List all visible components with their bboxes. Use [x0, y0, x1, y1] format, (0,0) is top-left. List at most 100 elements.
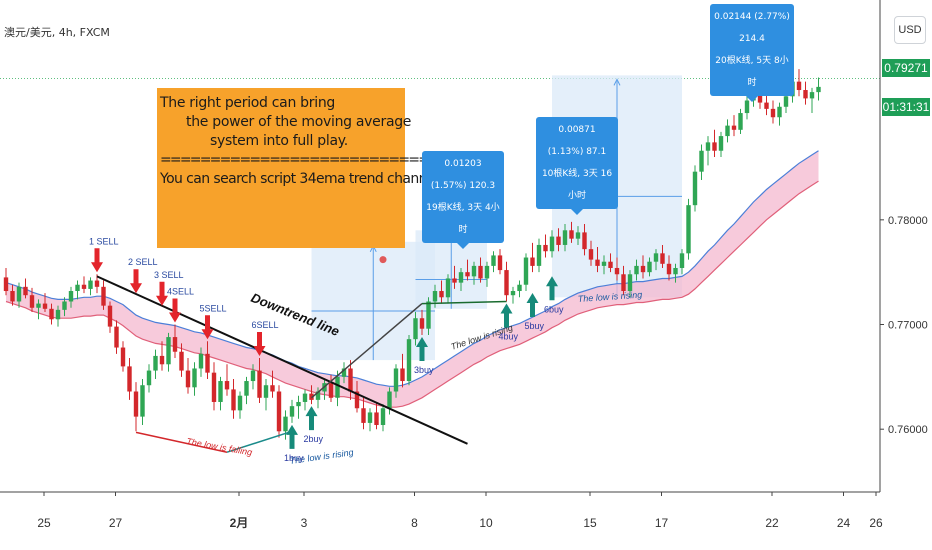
buy-label: 5buy [525, 321, 545, 331]
candle-body [250, 370, 256, 382]
candle-body [595, 259, 600, 266]
measure-change: 0.01203 (1.57%) 120.3 [430, 159, 496, 191]
ema-lower-line [5, 180, 819, 408]
downtrend-line [96, 275, 468, 445]
candle-body [510, 291, 516, 296]
candle-body [614, 267, 620, 275]
candle-body [738, 113, 743, 130]
candle-body [172, 337, 178, 352]
ema-upper-line [5, 150, 819, 387]
candle-body [543, 244, 548, 252]
candle-body [406, 339, 412, 382]
buy-label: 6buy [544, 304, 564, 314]
candle-body [660, 253, 665, 264]
candle-body [582, 232, 587, 250]
x-tick-label: 15 [583, 516, 597, 530]
candle-body [712, 142, 717, 151]
candle-body [536, 244, 542, 266]
measure-box: 0.00871 (1.13%) 87.1 10根K线, 3天 16小时 [536, 117, 618, 215]
candle-body [114, 326, 119, 348]
candle-body [458, 272, 464, 283]
candle-body [29, 295, 35, 308]
y-tick-label: 0.77000 [888, 320, 928, 332]
buy-label: 4buy [499, 331, 519, 341]
candle-body [140, 385, 145, 417]
candle-body [770, 108, 776, 118]
candle-body [367, 412, 373, 423]
candle-body [426, 301, 431, 329]
candle-body [101, 286, 106, 306]
y-tick-label: 0.76000 [888, 424, 928, 436]
price-axis-bg [880, 0, 932, 550]
candle-body [497, 255, 503, 271]
candle-body [289, 406, 295, 417]
candle-body [803, 90, 808, 99]
last-price-tag: 0.79271 [882, 59, 930, 77]
candle-body [517, 284, 522, 292]
low-falling-label: The low is falling [186, 436, 253, 457]
candle-body [341, 368, 347, 377]
x-tick-label: 22 [765, 516, 779, 530]
sell-arrow [201, 315, 214, 340]
buy-label: 2buy [304, 434, 324, 444]
candle-body [413, 318, 418, 340]
candle-body [257, 370, 262, 398]
measure-box: 0.01203 (1.57%) 120.3 19根K线, 3天 4小时 [422, 151, 504, 249]
candle-body [393, 368, 399, 392]
low-rising-line [421, 300, 507, 305]
candle-body [601, 261, 607, 266]
candle-body [452, 278, 457, 283]
candle-body [36, 303, 41, 308]
candle-body [465, 272, 470, 277]
candle-body [94, 280, 100, 287]
sell-arrow [130, 269, 142, 294]
candle-body [673, 267, 678, 275]
candle-body [315, 391, 321, 400]
candle-body [244, 381, 249, 396]
candle-body [55, 309, 61, 320]
candle-body [198, 353, 204, 369]
measure-arrowhead [613, 78, 621, 86]
candle-body [23, 286, 28, 296]
candle-body [185, 370, 191, 388]
candle-body [263, 385, 269, 398]
sell-label: 5SELL [200, 303, 227, 313]
candle-body [309, 393, 314, 400]
candle-body [523, 257, 529, 285]
x-tick-label: 8 [411, 516, 418, 530]
measure-change: 0.00871 (1.13%) 87.1 [547, 125, 607, 157]
sell-label: 3 SELL [154, 270, 184, 280]
candle-body [484, 265, 490, 279]
x-tick-label: 25 [37, 516, 51, 530]
sell-label: 1 SELL [89, 236, 119, 246]
candle-body [679, 253, 685, 268]
buy-arrow [305, 406, 318, 431]
candle-body [192, 368, 197, 388]
candle-body [504, 270, 509, 296]
candle-body [491, 255, 496, 266]
candle-body [725, 125, 730, 137]
low-falling-line [135, 431, 228, 453]
buy-label: 1buy [284, 453, 304, 463]
candle-body [588, 249, 594, 260]
countdown-tag: 01:31:31 [882, 98, 930, 116]
low-rising-label: The low is rising [577, 290, 642, 304]
candle-body [335, 376, 340, 398]
measure-box: 0.02144 (2.77%) 214.4 20根K线, 5天 8小时 [710, 4, 794, 102]
buy-arrow [416, 336, 428, 361]
measure-duration: 10根K线, 3天 16小时 [541, 169, 613, 201]
buy-arrow [286, 424, 298, 449]
marker-dot [379, 256, 387, 264]
candle-body [627, 274, 633, 292]
x-tick-label: 24 [837, 516, 851, 530]
annotation-line: You can search script 34ema trend channe… [160, 171, 439, 187]
candle-body [211, 372, 217, 402]
candle-body [471, 265, 477, 277]
candle-body [133, 391, 139, 417]
candle-body [809, 92, 815, 99]
candle-body [10, 291, 15, 302]
currency-button[interactable]: USD [894, 16, 926, 44]
candle-body [445, 278, 451, 298]
candle-body [634, 265, 639, 275]
